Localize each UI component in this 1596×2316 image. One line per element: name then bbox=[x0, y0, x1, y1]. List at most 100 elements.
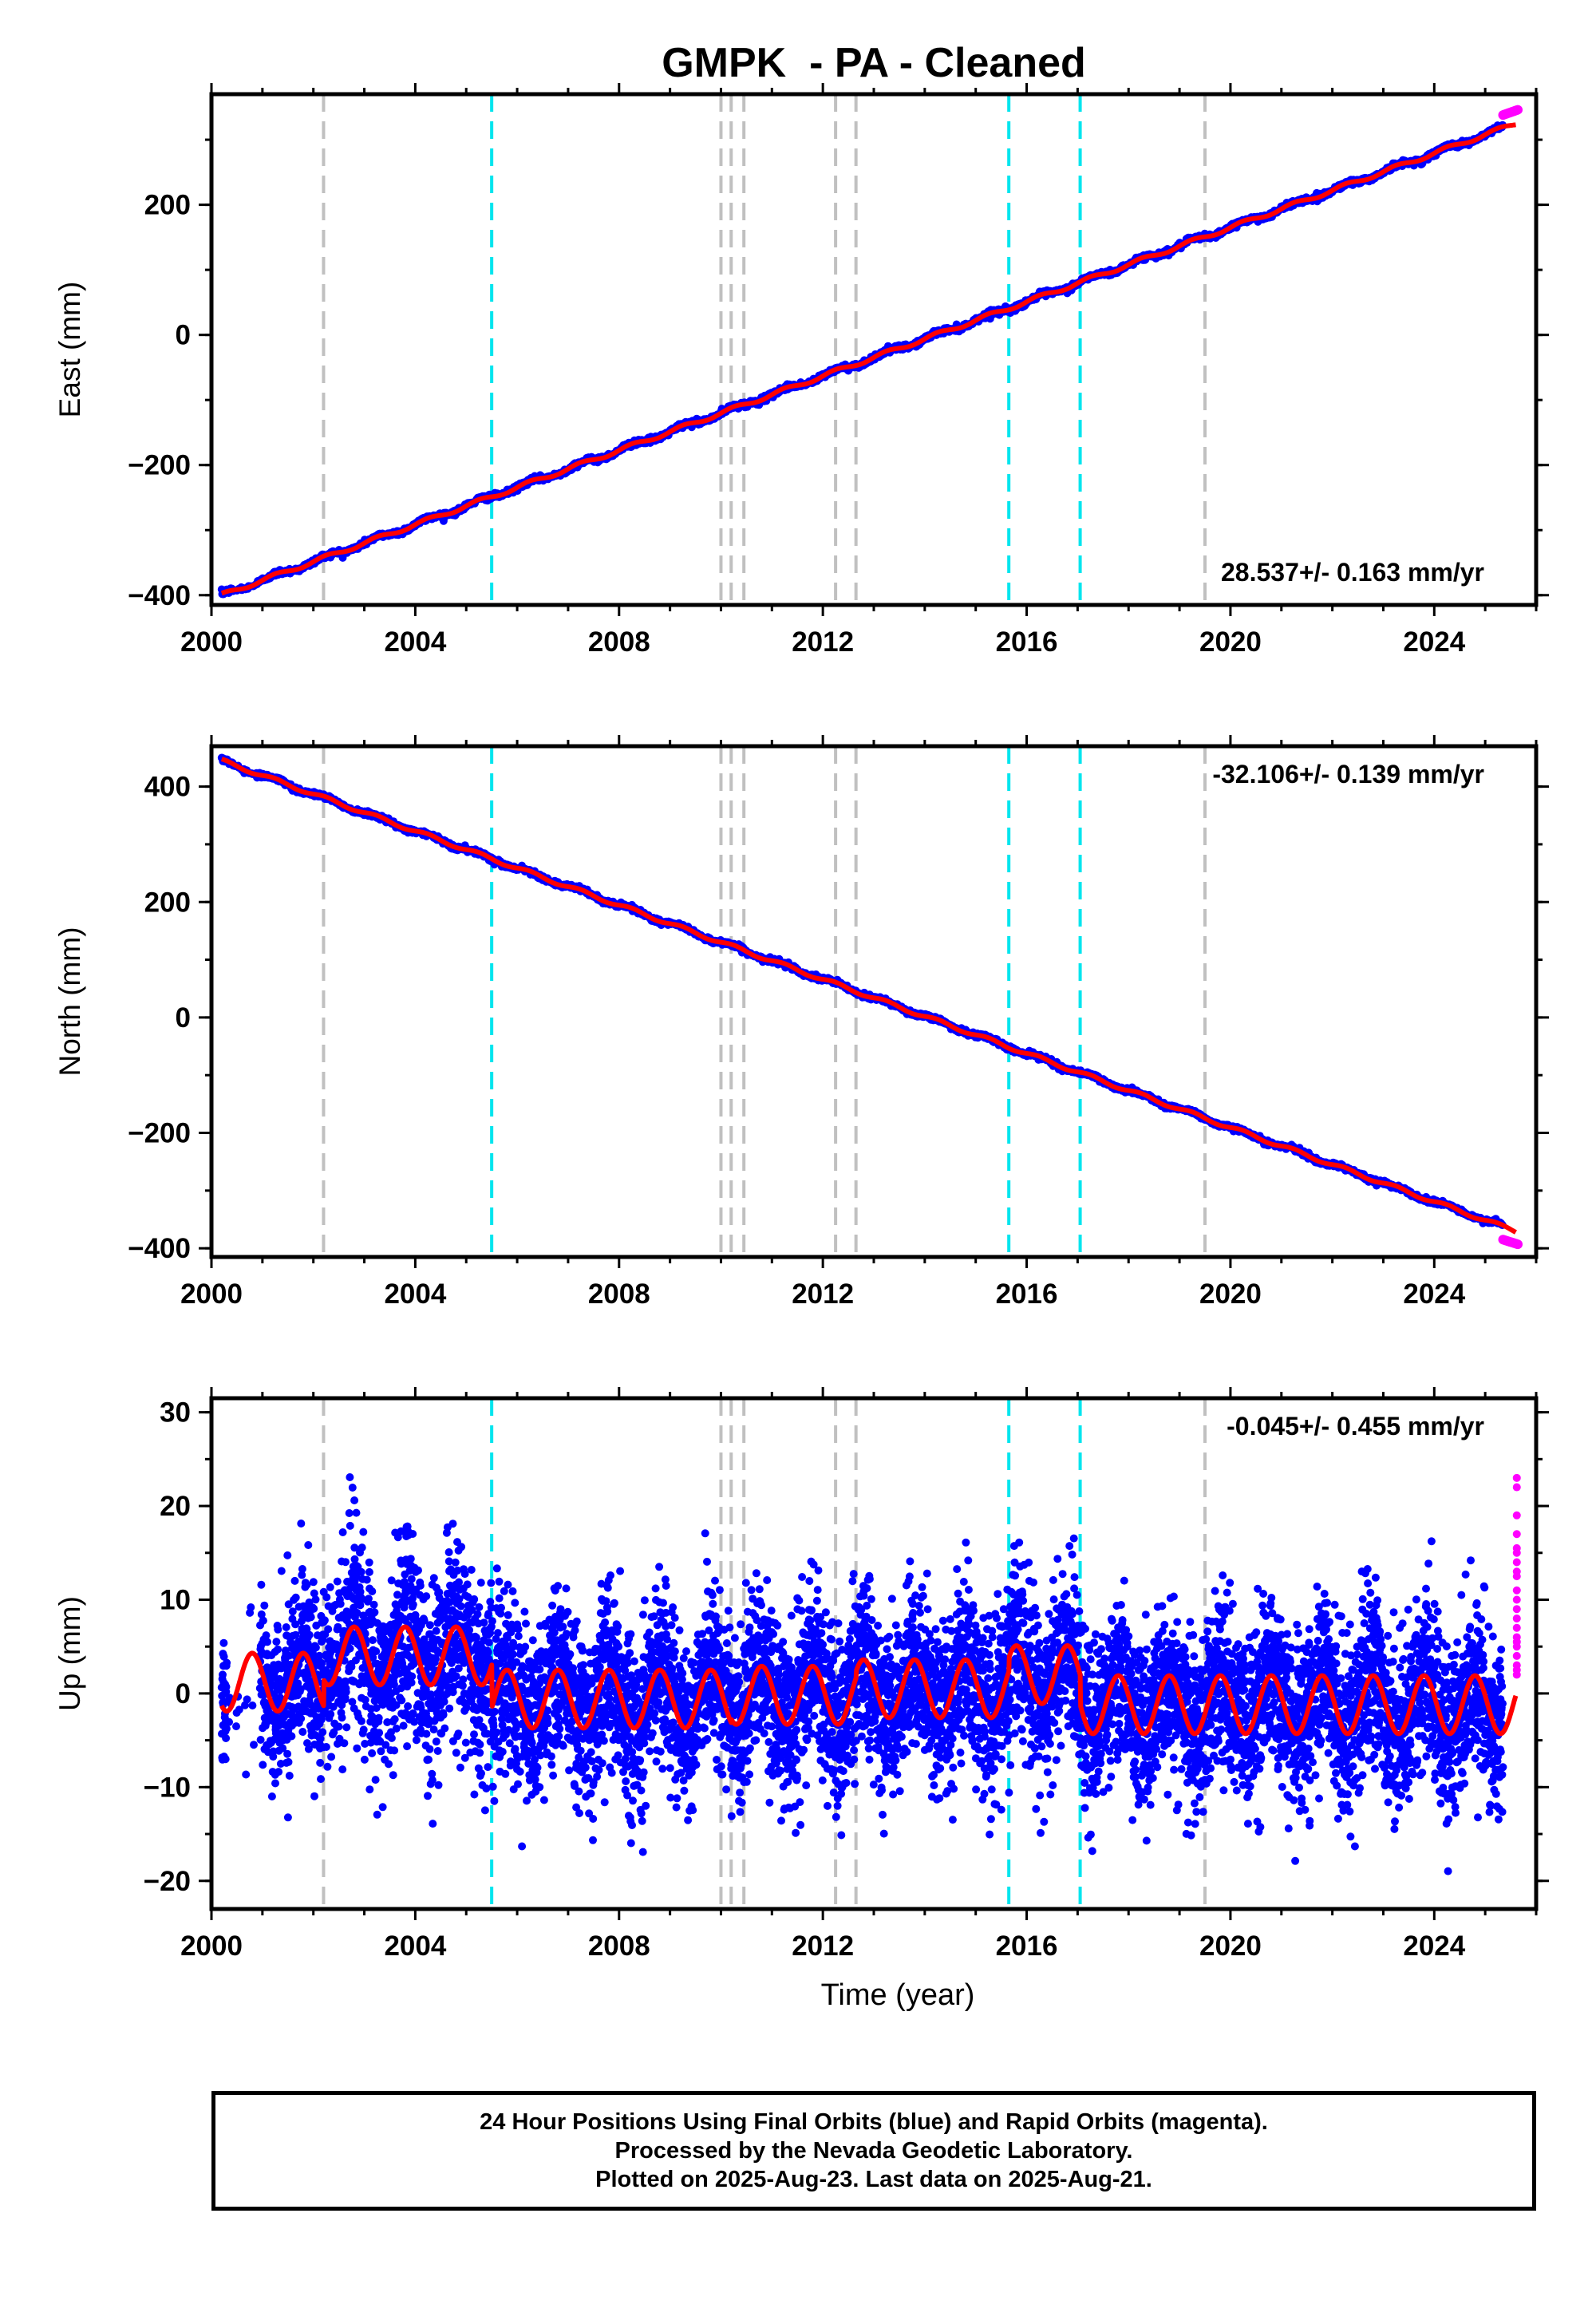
data-point bbox=[304, 1541, 313, 1549]
data-point bbox=[247, 1603, 255, 1611]
data-point bbox=[262, 1631, 271, 1640]
data-point bbox=[316, 1758, 325, 1767]
data-point bbox=[306, 1613, 315, 1622]
data-point bbox=[223, 1658, 231, 1667]
x-tick-label: 2000 bbox=[180, 626, 243, 658]
y-tick-label: −400 bbox=[128, 580, 191, 611]
data-point bbox=[242, 1770, 251, 1779]
data-point bbox=[326, 1583, 334, 1591]
data-point bbox=[297, 1714, 306, 1723]
chart-panels: 2000 2004 2008 2012 2016 2020 2024−400−2000200… bbox=[53, 83, 1549, 2012]
data-point bbox=[338, 1528, 347, 1536]
data-point bbox=[282, 1623, 290, 1631]
panel-north: 2000 2004 2008 2012 2016 2020 2024 −400 −200 0 200… bbox=[53, 735, 1549, 1310]
y-tick-label: 0 bbox=[176, 320, 191, 351]
model-fit-line-north bbox=[219, 757, 1518, 1235]
plot-area-north bbox=[217, 746, 1523, 1257]
panel-east: 2000 2004 2008 2012 2016 2020 2024 −400−2000200… bbox=[53, 83, 1549, 658]
data-point bbox=[285, 1772, 294, 1780]
y-tick-label: −200 bbox=[128, 1118, 191, 1149]
data-point bbox=[322, 1593, 331, 1602]
data-point bbox=[260, 1601, 269, 1610]
data-point bbox=[305, 1630, 314, 1639]
x-tick-label: 2008 bbox=[588, 1279, 650, 1310]
chart-title: GMPK - PA - Cleaned bbox=[662, 40, 1086, 86]
data-point bbox=[311, 1595, 320, 1604]
x-tick-label: 2016 bbox=[996, 1279, 1058, 1310]
x-tick-label: 2012 bbox=[792, 626, 854, 658]
data-point bbox=[284, 1757, 293, 1766]
data-point bbox=[274, 1625, 282, 1634]
x-tick-label: 2016 bbox=[996, 626, 1058, 658]
data-point bbox=[326, 1709, 335, 1718]
data-point bbox=[250, 1741, 258, 1749]
x-tick-label: 2020 bbox=[1199, 626, 1262, 658]
x-tick-label: 2012 bbox=[792, 1279, 854, 1310]
data-point bbox=[340, 1739, 349, 1748]
y-axis-label-north: North (mm) bbox=[53, 927, 86, 1076]
data-point bbox=[259, 1761, 267, 1769]
data-point bbox=[310, 1604, 318, 1613]
rate-label-north: -32.106+/- 0.139 mm/yr bbox=[1212, 760, 1484, 788]
data-point bbox=[219, 1670, 227, 1679]
x-tick-label: 2024 bbox=[1403, 626, 1465, 658]
data-point bbox=[320, 1616, 329, 1625]
data-point bbox=[222, 1682, 231, 1691]
data-point bbox=[309, 1578, 318, 1587]
panel-up: 2000 2004 2008 2012 2016 2020 20243020100−10−2… bbox=[53, 1387, 1549, 2012]
x-tick-label: 2004 bbox=[384, 626, 446, 658]
data-point bbox=[338, 1765, 347, 1774]
data-point bbox=[222, 1734, 231, 1742]
data-point bbox=[248, 1701, 257, 1709]
rapid-point bbox=[1513, 1239, 1523, 1250]
data-point bbox=[283, 1813, 292, 1822]
data-point bbox=[327, 1753, 336, 1761]
data-point bbox=[232, 1722, 240, 1731]
x-tick-label: 2008 bbox=[588, 626, 650, 658]
data-point bbox=[256, 1736, 265, 1744]
data-point bbox=[333, 1577, 342, 1586]
data-point bbox=[298, 1565, 306, 1573]
data-point bbox=[336, 1599, 345, 1608]
data-point bbox=[291, 1593, 300, 1602]
data-point bbox=[272, 1638, 281, 1646]
data-point bbox=[342, 1558, 350, 1567]
y-tick-label: 200 bbox=[144, 887, 191, 918]
data-point bbox=[342, 1723, 351, 1732]
data-point bbox=[243, 1695, 251, 1704]
x-tick-label: 2020 bbox=[1199, 1279, 1262, 1310]
y-tick-label: −400 bbox=[128, 1233, 191, 1264]
y-axis-label-east: East (mm) bbox=[53, 282, 86, 418]
data-point bbox=[225, 1717, 233, 1726]
data-point bbox=[267, 1792, 276, 1800]
data-point bbox=[219, 1638, 228, 1647]
data-point bbox=[322, 1743, 330, 1751]
y-tick-label: 0 bbox=[176, 1002, 191, 1034]
data-point bbox=[263, 1638, 271, 1646]
data-point bbox=[259, 1616, 267, 1625]
x-tick-label: 2004 bbox=[384, 1279, 446, 1310]
plot-area-up bbox=[217, 1398, 1521, 1909]
rapid-point bbox=[1513, 105, 1523, 115]
y-tick-label: 400 bbox=[144, 772, 191, 803]
final-orbit-points-up bbox=[217, 1473, 1507, 1875]
x-tick-label: 2000 bbox=[180, 1279, 243, 1310]
data-point bbox=[342, 1688, 350, 1697]
data-point bbox=[257, 1580, 266, 1589]
data-point bbox=[318, 1728, 327, 1737]
data-point bbox=[274, 1645, 282, 1654]
data-point bbox=[323, 1762, 332, 1771]
data-point bbox=[290, 1576, 299, 1585]
data-point bbox=[298, 1728, 307, 1736]
plot-area-east bbox=[217, 94, 1523, 605]
y-axis-north: −400 −200 0 200 400 bbox=[128, 772, 1549, 1264]
data-point bbox=[287, 1732, 296, 1741]
data-point bbox=[275, 1768, 283, 1777]
x-tick-label: 2024 bbox=[1403, 1279, 1465, 1310]
data-point bbox=[311, 1643, 320, 1652]
rapid-orbit-points-east bbox=[1498, 105, 1523, 121]
rapid-orbit-points-north bbox=[1498, 1235, 1523, 1250]
data-point bbox=[277, 1567, 286, 1575]
